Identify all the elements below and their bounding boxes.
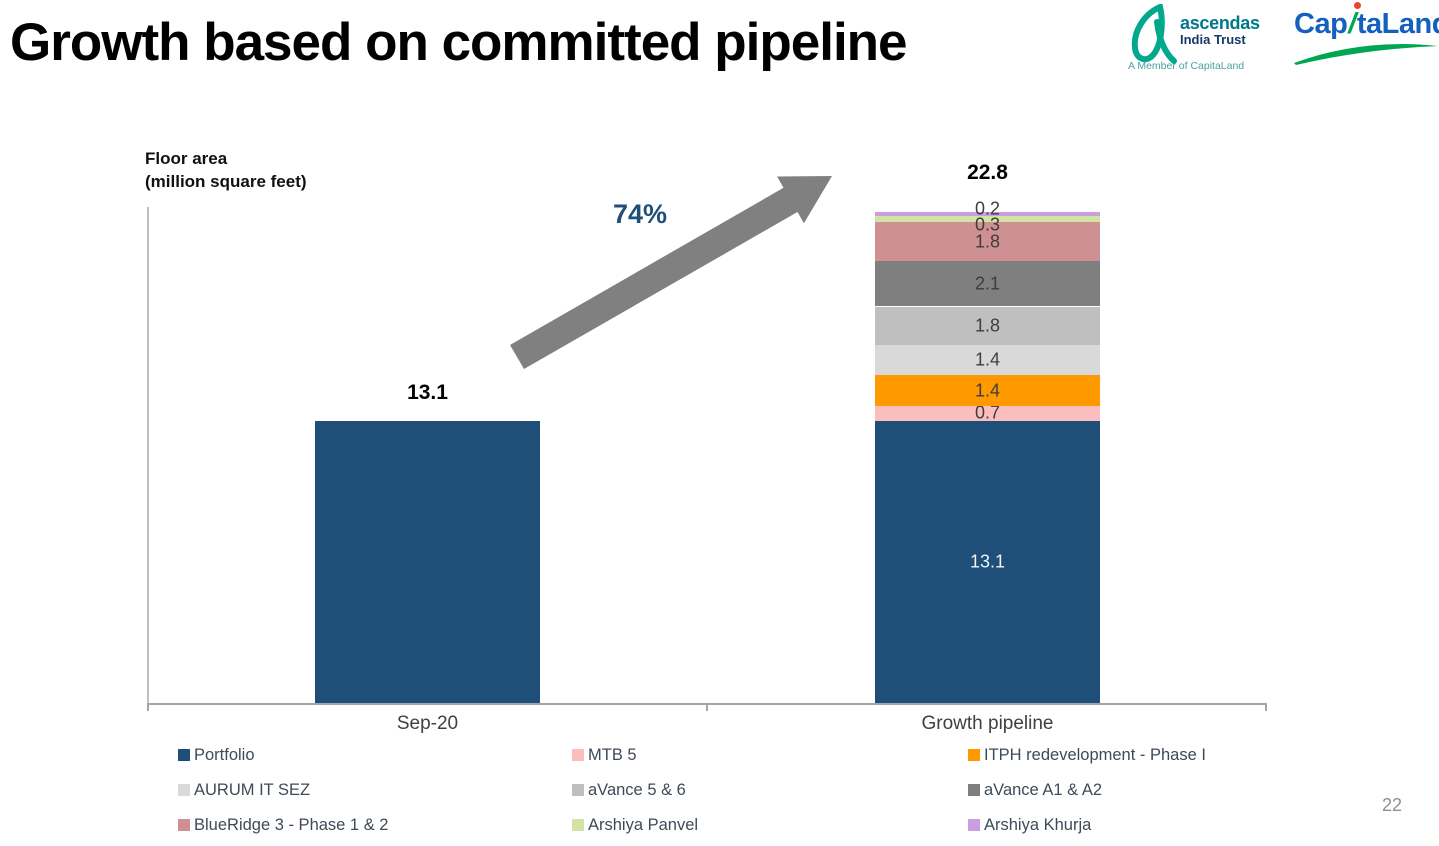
bar-segment: 1.8 [875,222,1100,262]
bar-segment: 1.8 [875,306,1100,346]
legend-swatch [968,749,980,761]
ascendas-logo-icon [1131,4,1177,64]
legend-swatch [572,784,584,796]
legend-item: Portfolio [178,746,572,764]
india-trust-label: India Trust [1180,31,1246,47]
legend-item: Arshiya Khurja [968,816,1206,834]
legend-swatch [572,819,584,831]
legend-swatch [178,784,190,796]
legend-item: ITPH redevelopment - Phase I [968,746,1206,764]
legend-label: aVance A1 & A2 [984,780,1103,799]
bar-segment [315,420,540,703]
legend-item: AURUM IT SEZ [178,781,572,799]
segment-value-label: 1.8 [974,231,1001,252]
page-title: Growth based on committed pipeline [10,13,908,72]
stacked-bar-chart: 13.1 13.1 0.7 1.4 1.4 1.8 2.1 1.8 0.3 0.2 22.8 Sep… [147,161,1267,734]
bar-segment: 13.1 [875,420,1100,703]
legend-swatch [968,784,980,796]
x-category-sep20: Sep-20 [396,713,459,734]
segment-value-label: 1.4 [974,380,1001,401]
page-number: 22 [1381,795,1403,815]
ascendas-india-trust-logo: ascendas India Trust A Member of CapitaL… [1126,4,1266,76]
legend-label: Portfolio [194,745,255,764]
legend-label: BlueRidge 3 - Phase 1 & 2 [194,815,389,834]
legend-item: Arshiya Panvel [572,816,968,834]
segment-value-label: 13.1 [969,551,1006,572]
capitaland-wordmark: Cap/taLand [1294,2,1439,41]
legend-swatch [572,749,584,761]
growth-percent-label: 74% [612,199,668,229]
segment-value-label: 1.4 [974,349,1001,370]
bar-segment: 1.4 [875,345,1100,376]
chart-legend: Portfolio MTB 5 ITPH redevelopment - Phase… [178,746,1206,834]
bar-segment: 0.2 [875,198,1100,218]
ascendas-tagline: A Member of CapitaLand [1128,60,1245,72]
bar-segment: 2.1 [875,261,1100,307]
capitaland-swoosh-icon [1294,44,1438,65]
legend-item: aVance A1 & A2 [968,781,1206,799]
legend-item: MTB 5 [572,746,968,764]
legend-item: aVance 5 & 6 [572,781,968,799]
legend-swatch [178,749,190,761]
segment-value-label: 2.1 [974,273,1001,294]
legend-swatch [178,819,190,831]
legend-label: MTB 5 [588,745,637,764]
capitaland-i-slash-icon: / [1347,2,1362,41]
legend-label: ITPH redevelopment - Phase I [984,745,1206,764]
legend-swatch [968,819,980,831]
growth-arrow-icon [510,176,832,369]
bar-segment: 1.4 [875,375,1100,406]
y-axis-title: Floor area (million square feet) [145,149,307,191]
legend-label: aVance 5 & 6 [588,780,686,799]
segment-value-label: 1.8 [974,315,1001,336]
x-axis-line [147,703,1267,705]
bar-segment: 0.7 [875,402,1100,423]
axis-tick [706,705,708,711]
ascendas-wordmark: ascendas [1180,13,1260,33]
legend-item: BlueRidge 3 - Phase 1 & 2 [178,816,572,834]
axis-tick [1265,705,1267,711]
capitaland-red-dot-icon [1354,2,1362,9]
axis-tick [147,705,149,711]
bar-total-label: 13.1 [407,380,448,404]
x-category-growth-pipeline: Growth pipeline [921,713,1054,734]
bar-segment: 0.3 [875,215,1100,235]
bar-total-label: 22.8 [967,160,1008,184]
legend-label: Arshiya Khurja [984,815,1092,834]
y-axis-line [147,207,149,703]
legend-label: AURUM IT SEZ [194,780,311,799]
segment-value-label: 0.7 [974,402,1001,423]
legend-label: Arshiya Panvel [588,815,699,834]
capitaland-logo: Cap/taLand [1294,2,1439,65]
